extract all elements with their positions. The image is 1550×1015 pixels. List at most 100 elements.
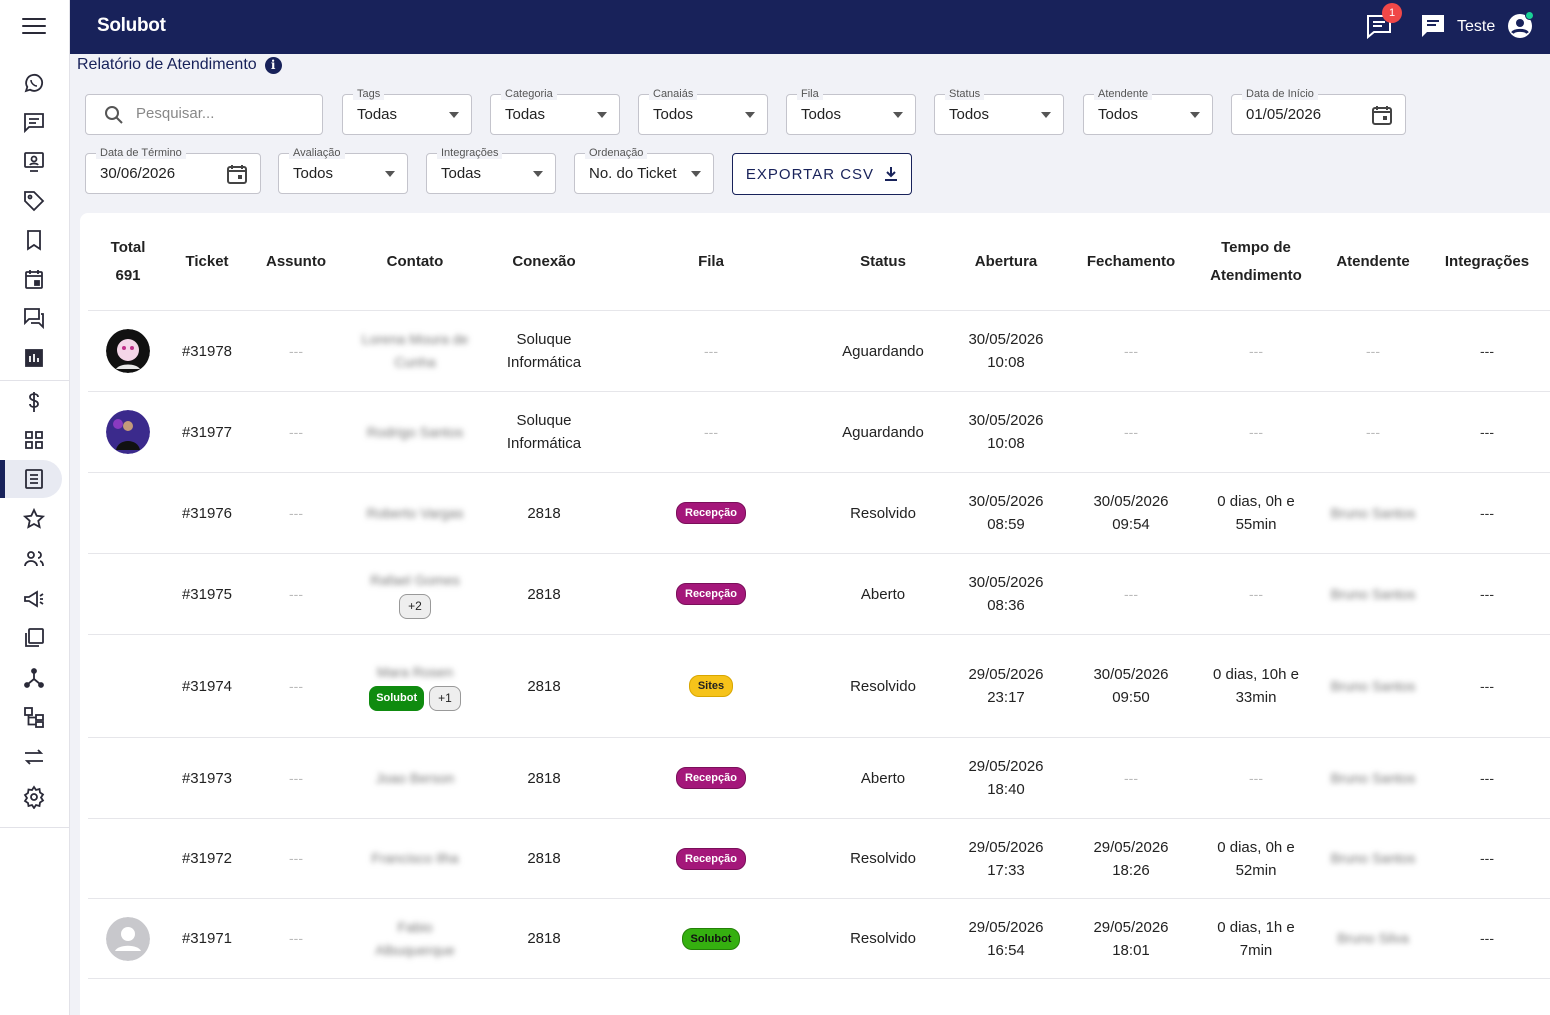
tags-select[interactable]: Tags Todas [342, 88, 472, 135]
ticket-number[interactable]: #31972 [181, 850, 233, 867]
dashboard-icon[interactable] [18, 342, 50, 374]
tempo-cell: --- [1249, 423, 1263, 440]
table-row[interactable]: #31975 --- Rafael Gomes +2 2818 Recepção… [88, 553, 1550, 634]
notification-badge: 1 [1382, 3, 1402, 23]
search-field[interactable] [85, 94, 323, 135]
tempo-line2: 7min [1239, 941, 1273, 959]
more-tags-badge[interactable]: +1 [429, 686, 461, 711]
abertura-time: 16:54 [987, 941, 1025, 959]
ordenacao-value: No. do Ticket [589, 165, 677, 182]
contact-tags: Solubot +1 [369, 686, 461, 711]
gear-icon[interactable] [18, 781, 50, 813]
info-icon[interactable]: i [264, 56, 282, 74]
abertura-date: 29/05/2026 [968, 838, 1044, 856]
column-header-fila[interactable]: Fila [698, 252, 724, 270]
atendente-select[interactable]: Atendente Todos [1083, 88, 1213, 135]
status-cell: Aberto [860, 585, 906, 603]
message-icon[interactable] [1420, 13, 1446, 39]
canais-select[interactable]: Canaiás Todos [638, 88, 768, 135]
calendar-icon[interactable] [18, 263, 50, 295]
column-header-tempo[interactable]: Tempo de Atendimento [1198, 213, 1314, 310]
ticket-number[interactable]: #31974 [181, 677, 233, 695]
integracoes-select[interactable]: Integrações Todas [426, 147, 556, 194]
dollar-icon[interactable] [18, 386, 50, 418]
fila-cell: --- [704, 342, 718, 359]
column-header-ticket[interactable]: Ticket [185, 252, 229, 270]
contato-cell[interactable]: Roberto Vargas [346, 473, 484, 553]
brand-logo: Solubot [97, 15, 166, 36]
column-header-assunto[interactable]: Assunto [266, 252, 326, 270]
data-termino-field[interactable]: Data de Término 30/06/2026 [85, 147, 261, 194]
contato-cell[interactable]: Rafael Gomes +2 [346, 554, 484, 634]
table-row[interactable]: #31976 --- Roberto Vargas 2818 Recepção … [88, 472, 1550, 553]
ticket-number[interactable]: #31976 [181, 504, 233, 522]
avaliacao-label: Avaliação [289, 147, 345, 159]
contato-cell[interactable]: Mara Rosen Solubot +1 [346, 635, 484, 737]
abertura-time: 17:33 [987, 861, 1025, 879]
contato-cell[interactable]: Rodrigo Santos [346, 392, 484, 472]
column-header-status[interactable]: Status [860, 252, 906, 270]
ticket-number[interactable]: #31971 [181, 930, 233, 947]
table-row[interactable]: #31974 --- Mara Rosen Solubot +1 2818 Si… [88, 634, 1550, 737]
megaphone-icon[interactable] [18, 583, 50, 615]
ordenacao-select[interactable]: Ordenação No. do Ticket [574, 147, 714, 194]
export-csv-button[interactable]: EXPORTAR CSV [732, 153, 912, 195]
monitor-user-icon[interactable] [18, 146, 50, 178]
calendar-icon[interactable] [1371, 104, 1393, 126]
categoria-select[interactable]: Categoria Todas [490, 88, 620, 135]
flow-icon[interactable] [18, 662, 50, 694]
ordenacao-label: Ordenação [585, 147, 648, 159]
users-icon[interactable] [18, 543, 50, 575]
menu-icon[interactable] [22, 18, 46, 36]
ticket-number[interactable]: #31973 [181, 769, 233, 787]
fila-select[interactable]: Fila Todos [786, 88, 916, 135]
grid-icon[interactable] [18, 424, 50, 456]
column-header-atendente[interactable]: Atendente [1336, 252, 1410, 270]
column-header-conexao[interactable]: Conexão [512, 252, 576, 270]
account-icon[interactable] [1507, 13, 1533, 39]
abertura-time: 10:08 [987, 354, 1025, 371]
table-row[interactable]: #31973 --- Joao Berson 2818 Recepção Abe… [88, 737, 1550, 818]
atendente-cell: Bruno Santos [1314, 819, 1432, 898]
bookmark-icon[interactable] [18, 224, 50, 256]
contact-avatar-cell [88, 392, 168, 472]
contact-name: Rodrigo Santos [366, 423, 464, 440]
data-inicio-field[interactable]: Data de Início 01/05/2026 [1231, 88, 1406, 135]
chat-icon[interactable] [18, 106, 50, 138]
user-name[interactable]: Teste [1457, 18, 1496, 35]
ticket-number[interactable]: #31978 [181, 342, 233, 360]
more-contacts-badge[interactable]: +2 [399, 594, 431, 619]
column-header-abertura[interactable]: Abertura [974, 252, 1038, 270]
chevron-down-icon [893, 112, 903, 118]
table-row[interactable]: #31972 --- Francisco Ilha 2818 Recepção … [88, 818, 1550, 898]
contato-cell[interactable]: Joao Berson [346, 738, 484, 818]
whatsapp-icon[interactable] [18, 67, 50, 99]
chevron-down-icon [533, 171, 543, 177]
column-header-integracoes[interactable]: Integrações [1444, 252, 1530, 270]
folders-icon[interactable] [18, 622, 50, 654]
calendar-icon[interactable] [226, 163, 248, 185]
search-input[interactable] [136, 105, 316, 122]
contato-cell[interactable]: Fabio Albuquerque [346, 899, 484, 978]
swap-icon[interactable] [18, 741, 50, 773]
contato-cell[interactable]: Francisco Ilha [346, 819, 484, 898]
column-header-contato[interactable]: Contato [386, 252, 444, 270]
star-icon[interactable] [18, 503, 50, 535]
contato-cell[interactable]: Lorena Moura de Cunha [346, 311, 484, 391]
report-list-icon[interactable] [18, 463, 50, 495]
column-header-fechamento[interactable]: Fechamento [1086, 252, 1176, 270]
avaliacao-select[interactable]: Avaliação Todos [278, 147, 408, 194]
forum-icon[interactable] [18, 302, 50, 334]
table-row[interactable]: #31978 --- Lorena Moura de Cunha Soluque… [88, 310, 1550, 391]
fechamento-time: 09:50 [1112, 689, 1150, 706]
status-select[interactable]: Status Todos [934, 88, 1064, 135]
ticket-number[interactable]: #31975 [181, 585, 233, 603]
tempo-cell: 0 dias, 0h e 55min [1198, 473, 1314, 553]
ticket-number[interactable]: #31977 [181, 423, 233, 441]
integration-icon[interactable] [18, 701, 50, 733]
tag-icon[interactable] [18, 185, 50, 217]
table-row[interactable]: #31971 --- Fabio Albuquerque 2818 Solubo… [88, 898, 1550, 979]
table-row[interactable]: #31977 --- Rodrigo Santos Soluque Inform… [88, 391, 1550, 472]
contact-name-line1: Fabio [397, 918, 433, 935]
fechamento-cell: --- [1124, 585, 1138, 602]
